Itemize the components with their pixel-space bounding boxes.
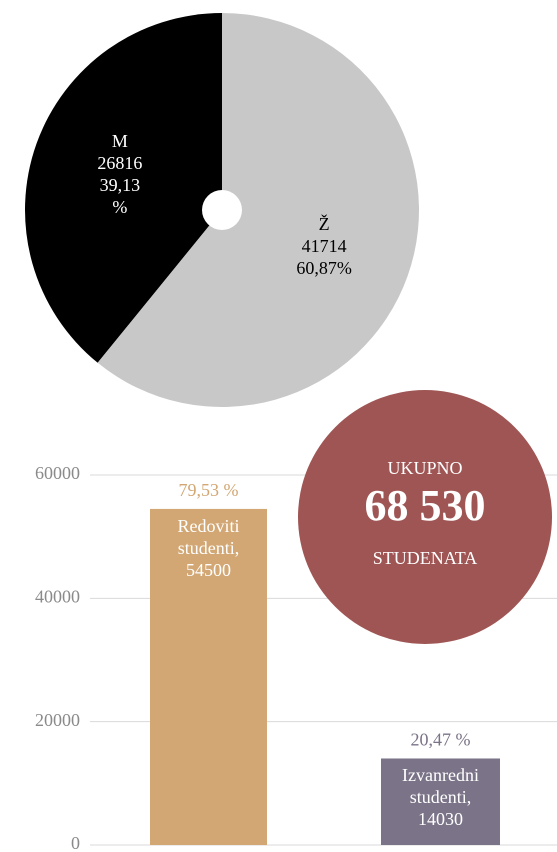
bar-share-label: 20,47 % — [411, 730, 471, 750]
slice-count: 41714 — [301, 236, 347, 257]
bar-share-label: 79,53 % — [179, 480, 239, 500]
bar-value: 54500 — [186, 559, 231, 580]
bar-category: Izvanredni studenti, — [402, 765, 479, 808]
pie-slice — [97, 13, 420, 408]
total-circle — [298, 390, 552, 644]
pie-hole — [202, 190, 242, 230]
y-tick-label: 60000 — [35, 463, 80, 483]
bar — [381, 758, 500, 845]
y-tick-label: 0 — [71, 833, 80, 852]
y-tick-label: 40000 — [35, 586, 80, 606]
pie-slice — [24, 13, 223, 363]
slice-category: M — [111, 130, 128, 151]
slice-label: M 26816 39,13 % — [92, 130, 148, 218]
slice-label: Ž 41714 60,87% — [279, 213, 369, 279]
total-caption: UKUPNO — [387, 458, 462, 478]
bar — [150, 508, 267, 845]
bar-label: Izvanredni studenti, 14030 — [389, 764, 492, 830]
y-tick-label: 20000 — [35, 710, 80, 730]
slice-percent: 39,13 % — [99, 174, 141, 217]
total-value: 68 530 — [365, 481, 486, 530]
slice-category: Ž — [318, 214, 330, 235]
bar-category: Redoviti studenti, — [177, 515, 240, 558]
total-caption: STUDENATA — [373, 548, 478, 568]
bar-label: Redoviti studenti, 54500 — [158, 515, 259, 581]
slice-count: 26816 — [97, 152, 143, 173]
bar-value: 14030 — [418, 809, 463, 830]
slice-percent: 60,87% — [296, 258, 352, 279]
